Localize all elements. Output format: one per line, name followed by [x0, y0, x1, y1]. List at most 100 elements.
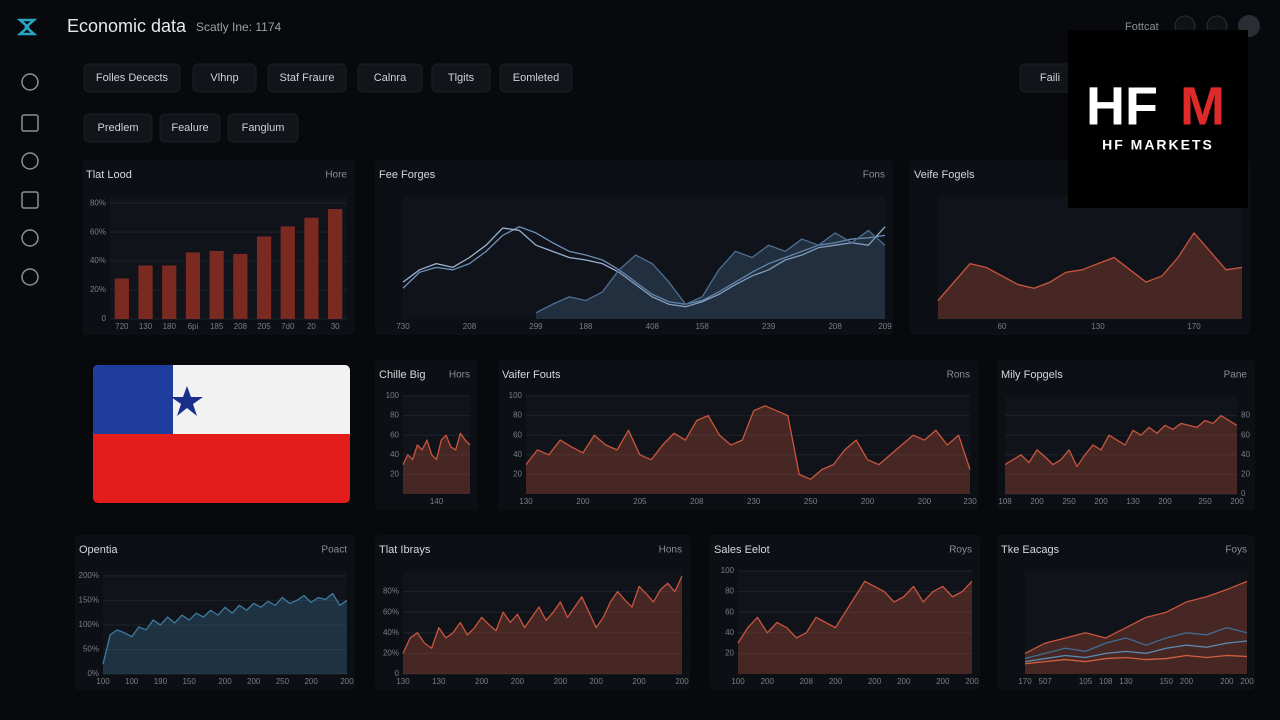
y-tick-label: 60 — [1241, 430, 1250, 439]
nav-button-label[interactable]: Staf Fraure — [279, 72, 334, 84]
sidebar-icon[interactable] — [21, 114, 39, 132]
area-fill — [403, 576, 682, 674]
nav-button[interactable] — [357, 63, 423, 93]
x-tick-label: 100 — [125, 677, 139, 686]
x-tick-label: 200 — [861, 497, 875, 506]
nav-button-label[interactable]: Eomleted — [513, 72, 559, 84]
x-tick-label: 158 — [695, 322, 709, 331]
x-tick-label: 150 — [182, 677, 196, 686]
nav-button[interactable] — [192, 63, 257, 93]
y-tick-label: 150% — [79, 596, 99, 605]
app-logo[interactable] — [16, 18, 38, 36]
series-line — [535, 229, 886, 314]
y-tick-label: 80 — [725, 587, 734, 596]
app-title: Economic data — [67, 16, 187, 36]
x-tick-label: 200 — [1230, 497, 1244, 506]
sidebar-icon[interactable] — [21, 229, 39, 247]
nav-button[interactable] — [431, 63, 491, 93]
x-tick-label: 30 — [331, 322, 340, 331]
x-tick-label: 105 — [1079, 677, 1093, 686]
panel-title: Sales Eelot — [714, 544, 770, 556]
series-line — [1024, 640, 1248, 663]
series-line — [402, 226, 886, 308]
x-tick-label: 208 — [690, 497, 704, 506]
nav-button-label[interactable]: Calnra — [374, 72, 407, 84]
x-tick-label: 200 — [632, 677, 646, 686]
y-tick-label: 40 — [1241, 450, 1250, 459]
y-tick-label: 60 — [513, 430, 522, 439]
brand-mark: HF — [1086, 76, 1158, 136]
x-tick-label: 208 — [828, 322, 842, 331]
user-label[interactable]: Fottcat — [1125, 21, 1159, 33]
panel-note: Poact — [321, 545, 347, 556]
bar — [328, 209, 343, 319]
plot-area — [526, 396, 970, 494]
y-tick-label: 60 — [390, 430, 399, 439]
x-tick-label: 20 — [307, 322, 316, 331]
x-tick-label: 200 — [936, 677, 950, 686]
nav-button-label[interactable]: Predlem — [98, 122, 139, 134]
y-tick-label: 80 — [513, 411, 522, 420]
sidebar — [21, 73, 39, 286]
x-tick-label: 230 — [963, 497, 977, 506]
y-tick-label: 20 — [513, 470, 522, 479]
y-tick-label: 40 — [390, 450, 399, 459]
logo-icon[interactable] — [16, 18, 38, 36]
panel-note: Foys — [1225, 545, 1247, 556]
sidebar-icon[interactable] — [21, 73, 39, 91]
x-tick-label: 108 — [998, 497, 1012, 506]
sidebar-icon[interactable] — [21, 268, 39, 286]
nav-button-label[interactable]: Vlhnp — [210, 72, 238, 84]
brand-name: HF MARKETS — [1102, 137, 1214, 153]
sidebar-icon[interactable] — [21, 152, 39, 170]
x-tick-label: 200 — [965, 677, 979, 686]
y-tick-label: 100% — [79, 620, 99, 629]
x-tick-label: 140 — [430, 497, 444, 506]
x-tick-label: 108 — [1099, 677, 1113, 686]
nav-button[interactable] — [159, 113, 221, 143]
area-fill — [103, 593, 347, 674]
x-tick-label: 200 — [247, 677, 261, 686]
series-line — [102, 592, 348, 665]
flag-star — [171, 386, 203, 416]
x-tick-label: 200 — [475, 677, 489, 686]
x-tick-label: 130 — [1119, 677, 1133, 686]
bar — [256, 236, 272, 319]
nav-button-label[interactable]: Fealure — [171, 122, 208, 134]
x-tick-label: 250 — [1062, 497, 1076, 506]
y-tick-label: 20 — [725, 649, 734, 658]
nav-button-label[interactable]: Fanglum — [242, 122, 285, 134]
x-tick-label: 200 — [1030, 497, 1044, 506]
sidebar-icon[interactable] — [21, 191, 39, 209]
nav-button[interactable] — [83, 113, 153, 143]
series-line — [937, 232, 1243, 301]
area-fill — [738, 581, 972, 674]
bar — [162, 265, 177, 319]
x-tick-label: 408 — [646, 322, 660, 331]
nav-button-label[interactable]: Folles Decects — [96, 72, 169, 84]
y-tick-label: 0 — [1241, 489, 1246, 498]
nav-button-label[interactable]: Tlgits — [448, 72, 475, 84]
y-tick-label: 200% — [79, 571, 99, 580]
nav-button[interactable] — [83, 63, 181, 93]
brand-logo: HF M HF MARKETS — [1068, 30, 1248, 208]
y-tick-label: 100 — [386, 391, 400, 400]
y-tick-label: 20 — [1241, 470, 1250, 479]
x-tick-label: 200 — [1158, 497, 1172, 506]
panel-note: Hore — [325, 170, 347, 181]
y-tick-label: 60% — [383, 607, 399, 616]
x-tick-label: 200 — [554, 677, 568, 686]
nav-button[interactable] — [227, 113, 299, 143]
x-tick-label: 150 — [1160, 677, 1174, 686]
x-tick-label: 720 — [115, 322, 129, 331]
x-tick-label: 250 — [276, 677, 290, 686]
series-line — [737, 580, 973, 644]
search-button-label[interactable]: Faili — [1040, 72, 1060, 84]
x-tick-label: 130 — [432, 677, 446, 686]
y-tick-label: 40 — [513, 450, 522, 459]
plot-area — [403, 571, 682, 674]
nav-button[interactable] — [499, 63, 573, 93]
x-tick-label: 200 — [868, 677, 882, 686]
nav-button[interactable] — [267, 63, 347, 93]
